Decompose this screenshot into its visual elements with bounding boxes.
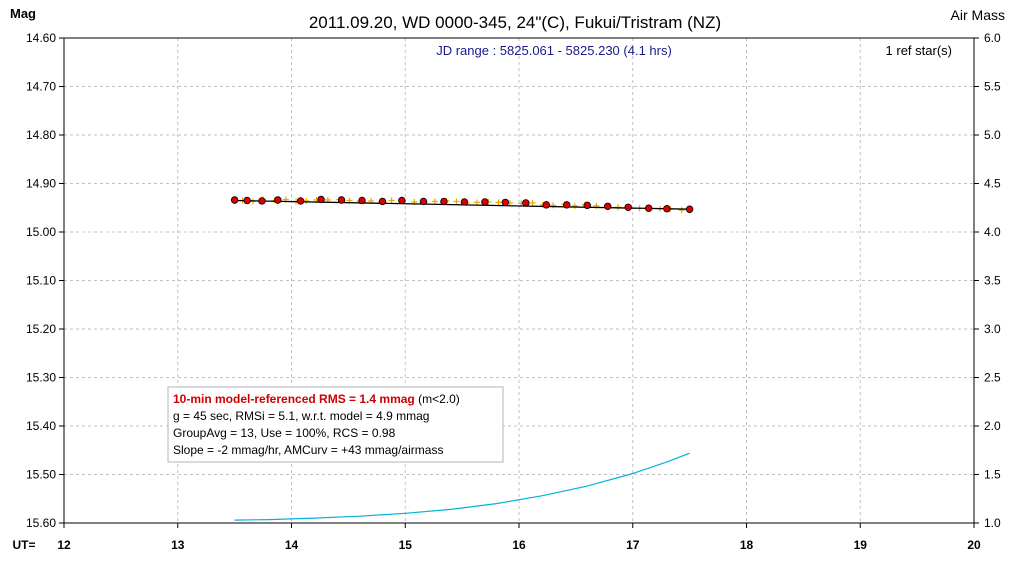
chart-title: 2011.09.20, WD 0000-345, 24"(C), Fukui/T… [309, 13, 721, 32]
info-box-frame [167, 386, 504, 463]
individual-point [529, 199, 536, 206]
x-tick-label: 18 [740, 538, 754, 552]
info-line-2: g = 45 sec, RMSi = 5.1, w.r.t. model = 4… [173, 409, 429, 423]
right-tick-label: 1.5 [984, 468, 1001, 482]
group-average-point [542, 201, 550, 209]
left-tick-label: 14.90 [26, 177, 56, 191]
left-tick-label: 15.00 [26, 225, 56, 239]
left-axis-label: Mag [10, 6, 36, 21]
x-tick-label: 20 [967, 538, 981, 552]
grid-lines [64, 38, 974, 523]
info-line-4: Slope = -2 mmag/hr, AMCurv = +43 mmag/ai… [173, 443, 443, 457]
group-average-point [337, 196, 346, 204]
x-tick-label: 12 [57, 538, 71, 552]
group-average-point [522, 199, 530, 207]
info-rms-main: 10-min model-referenced RMS = 1.4 mmag [173, 392, 415, 406]
group-average-point [274, 196, 282, 204]
right-tick-label: 5.0 [984, 128, 1001, 142]
right-tick-label: 2.5 [984, 371, 1001, 385]
group-average-point [440, 197, 448, 206]
group-average-point [663, 205, 671, 213]
individual-point [388, 197, 395, 204]
right-axis-label: Air Mass [951, 7, 1005, 23]
left-axis-ticks: 14.60 14.70 14.80 14.90 15.00 15.10 15.20 15.30… [26, 31, 64, 530]
x-tick-label: 16 [512, 538, 526, 552]
group-average-point [563, 201, 571, 209]
jd-range-text: JD range : 5825.061 - 5825.230 (4.1 hrs) [436, 43, 672, 58]
left-tick-label: 15.50 [26, 468, 56, 482]
x-tick-label: 14 [285, 538, 299, 552]
right-tick-label: 4.5 [984, 177, 1001, 191]
group-average-point [604, 202, 612, 210]
group-average-point [460, 198, 469, 206]
group-average-point [644, 204, 653, 212]
group-average-point [583, 201, 591, 210]
group-average-point [358, 196, 366, 205]
group-average-point [481, 198, 489, 206]
info-line-3: GroupAvg = 13, Use = 100%, RCS = 0.98 [173, 426, 396, 440]
individual-point [571, 202, 578, 209]
right-tick-label: 3.5 [984, 274, 1001, 288]
right-tick-label: 1.0 [984, 516, 1001, 530]
left-tick-label: 15.40 [26, 419, 56, 433]
x-tick-label: 15 [399, 538, 413, 552]
right-tick-label: 6.0 [984, 31, 1001, 45]
x-axis-label: UT= [12, 538, 35, 552]
x-tick-label: 17 [626, 538, 640, 552]
group-average-point [296, 197, 305, 205]
x-tick-label: 19 [854, 538, 868, 552]
x-axis-ticks: 12 13 14 15 16 17 18 19 20 [57, 523, 981, 552]
group-average-point [258, 197, 266, 205]
group-average-point [624, 203, 632, 211]
airmass-curve [234, 452, 690, 521]
group-average-point [419, 197, 428, 206]
left-tick-label: 15.30 [26, 371, 56, 385]
left-tick-label: 15.20 [26, 322, 56, 336]
left-tick-label: 15.60 [26, 516, 56, 530]
individual-point [495, 199, 502, 206]
individual-point [431, 198, 438, 205]
right-tick-label: 4.0 [984, 225, 1001, 239]
group-average-point [230, 196, 239, 204]
individual-point [550, 202, 557, 209]
left-tick-label: 14.70 [26, 80, 56, 94]
group-average-point [685, 205, 694, 213]
info-box: 10-min model-referenced RMS = 1.4 mmag (… [167, 386, 504, 463]
right-tick-label: 2.0 [984, 419, 1001, 433]
group-average-point [243, 196, 251, 205]
airmass-series [234, 452, 690, 521]
right-axis-ticks: 6.0 5.5 5.0 4.5 4.0 3.5 3.0 2.5 2.0 1.5 1.0 [974, 31, 1001, 530]
group-average-point [378, 197, 387, 206]
info-rms-suffix: (m<2.0) [415, 392, 460, 406]
left-tick-label: 14.80 [26, 128, 56, 142]
individual-point [678, 207, 685, 214]
ref-stars-text: 1 ref star(s) [886, 43, 952, 58]
right-tick-label: 5.5 [984, 80, 1001, 94]
info-rms-line: 10-min model-referenced RMS = 1.4 mmag (… [173, 392, 460, 406]
group-average-point [501, 198, 510, 207]
individual-point [453, 198, 460, 205]
individual-point [473, 199, 480, 206]
group-average-series [230, 195, 694, 213]
x-tick-label: 13 [171, 538, 185, 552]
group-average-point [398, 196, 406, 205]
group-average-point [317, 195, 325, 204]
left-tick-label: 15.10 [26, 274, 56, 288]
left-tick-label: 14.60 [26, 31, 56, 45]
right-tick-label: 3.0 [984, 322, 1001, 336]
